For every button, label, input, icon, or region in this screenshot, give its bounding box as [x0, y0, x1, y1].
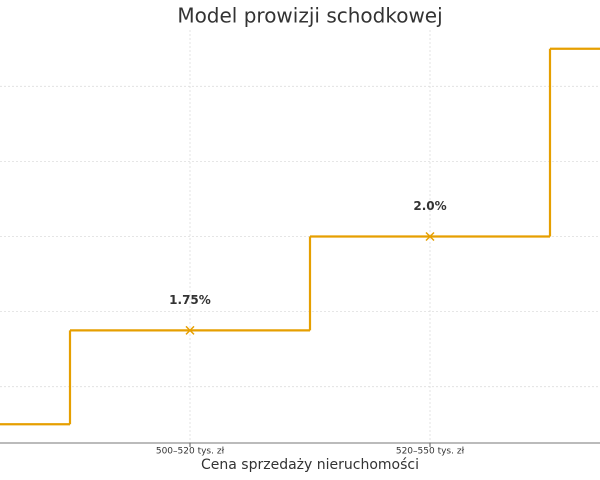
x-tick-label: 500–520 tys. zł [156, 447, 225, 457]
x-axis-label: Cena sprzedaży nieruchomości [201, 457, 419, 473]
point-marker [425, 231, 435, 242]
value-label: 2.0% [413, 199, 446, 213]
chart-title: Model prowizji schodkowej [177, 4, 442, 28]
value-label: 1.75% [169, 293, 211, 307]
point-marker [185, 325, 195, 335]
x-tick-label: 520–550 tys. zł [396, 447, 465, 457]
